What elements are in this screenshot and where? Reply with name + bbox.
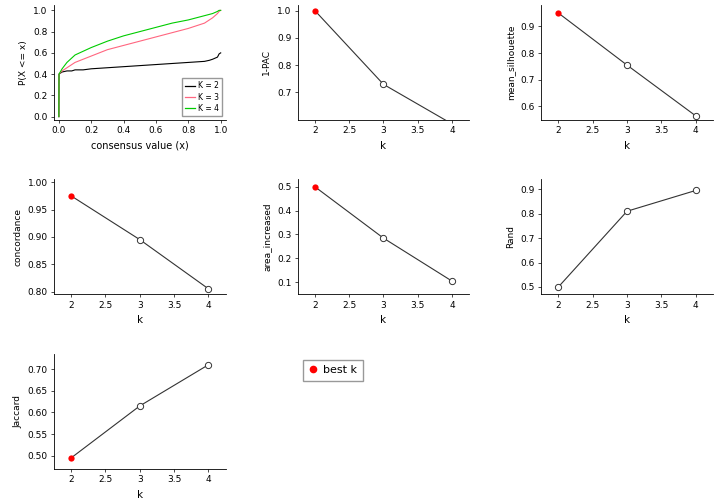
Legend: K = 2, K = 3, K = 4: K = 2, K = 3, K = 4 xyxy=(182,78,222,116)
Legend: best k: best k xyxy=(303,359,363,381)
Y-axis label: Jaccard: Jaccard xyxy=(13,395,22,428)
Y-axis label: 1-PAC: 1-PAC xyxy=(262,49,271,76)
X-axis label: k: k xyxy=(137,489,143,499)
X-axis label: k: k xyxy=(380,141,387,151)
X-axis label: k: k xyxy=(624,141,630,151)
X-axis label: k: k xyxy=(380,315,387,325)
X-axis label: consensus value (x): consensus value (x) xyxy=(91,141,189,151)
Y-axis label: Rand: Rand xyxy=(506,225,515,248)
Y-axis label: concordance: concordance xyxy=(13,208,22,266)
X-axis label: k: k xyxy=(137,315,143,325)
Y-axis label: P(X <= x): P(X <= x) xyxy=(19,40,28,85)
Y-axis label: mean_silhouette: mean_silhouette xyxy=(506,25,515,100)
X-axis label: k: k xyxy=(624,315,630,325)
Y-axis label: area_increased: area_increased xyxy=(262,203,271,271)
